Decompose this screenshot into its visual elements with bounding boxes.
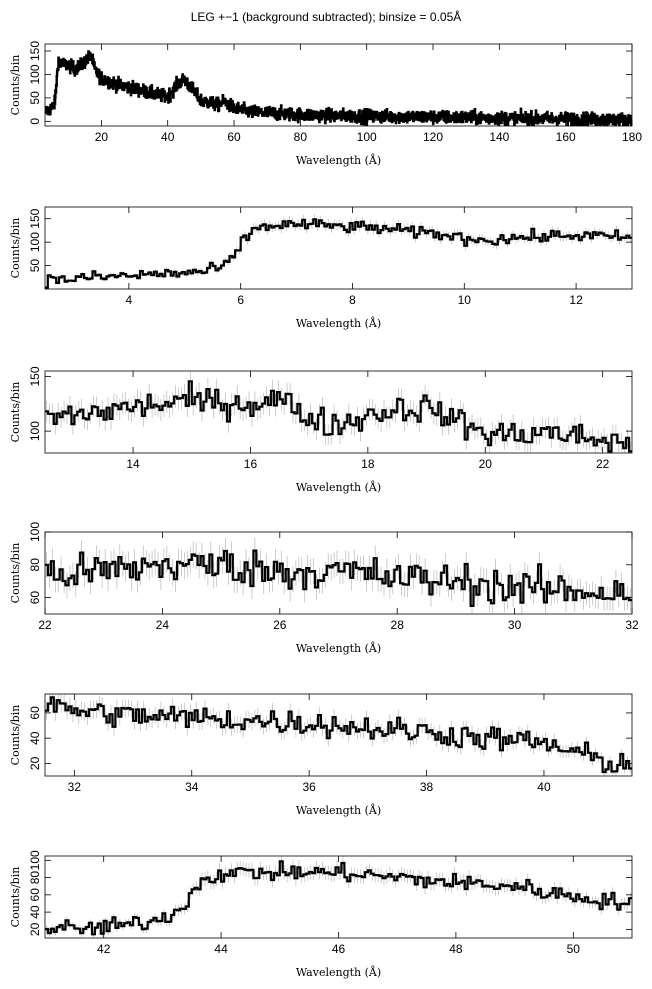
y-tick-label: 100 xyxy=(28,421,42,441)
x-tick-label: 10 xyxy=(458,293,472,307)
x-axis-label: Wavelength (Å) xyxy=(296,803,381,817)
y-tick-label: 20 xyxy=(28,922,42,936)
panel-3: 14 16 18 20 22 100 150 Wavelength (Å) Counts/bin xyxy=(9,366,633,494)
spectrum-line xyxy=(45,380,632,453)
x-tick-label: 18 xyxy=(361,457,375,471)
x-axis-label: Wavelength (Å) xyxy=(296,965,381,979)
plot-frame xyxy=(44,370,633,454)
spectrum-line xyxy=(45,50,632,126)
y-axis-label: Counts/bin xyxy=(9,867,22,928)
y-tick-label: 80 xyxy=(28,558,42,572)
spectrum-series xyxy=(45,371,632,453)
x-tick-label: 4 xyxy=(126,293,133,307)
x-tick-label: 6 xyxy=(237,293,244,307)
panels: 20 40 60 80 100 120 140 160 180050100150Waveleng… xyxy=(9,41,642,979)
x-tick-label: 50 xyxy=(567,942,581,956)
y-tick-label: 150 xyxy=(28,41,42,61)
x-tick-label: 26 xyxy=(273,618,287,632)
x-tick-label: 60 xyxy=(227,130,241,144)
y-axis-label: Counts/bin xyxy=(9,705,22,766)
x-tick-label: 40 xyxy=(537,780,551,794)
y-tick-label: 100 xyxy=(28,522,42,542)
x-tick-label: 46 xyxy=(332,942,346,956)
x-tick-label: 44 xyxy=(214,942,228,956)
panel-5: 32 34 36 38 40 20 40 60 Wavelength (Å) Counts/bin xyxy=(9,693,633,817)
plot-frame xyxy=(44,43,633,127)
x-tick-label: 40 xyxy=(161,130,175,144)
panel-2: 4 6 8 10 12 50 100 150 Wavelength (Å) Counts/bin xyxy=(9,206,633,330)
x-tick-label: 140 xyxy=(489,130,509,144)
spectrum-series xyxy=(45,694,632,776)
x-tick-label: 20 xyxy=(95,130,109,144)
x-tick-label: 22 xyxy=(596,457,610,471)
spectrum-line xyxy=(45,696,632,774)
y-tick-label: 0 xyxy=(28,118,42,125)
x-axis-label: Wavelength (Å) xyxy=(296,316,381,330)
y-axis-label: Counts/bin xyxy=(9,543,22,604)
y-tick-label: 50 xyxy=(28,259,42,273)
x-tick-label: 24 xyxy=(156,618,170,632)
x-tick-label: 12 xyxy=(569,293,583,307)
plot-frame xyxy=(44,206,633,290)
x-tick-label: 160 xyxy=(556,130,576,144)
x-tick-label: 30 xyxy=(508,618,522,632)
spectrum-series xyxy=(45,214,632,289)
x-tick-label: 16 xyxy=(244,457,258,471)
spectrum-line xyxy=(45,549,632,607)
x-tick-label: 34 xyxy=(185,780,199,794)
x-axis-label: Wavelength (Å) xyxy=(296,480,381,494)
y-tick-label: 40 xyxy=(28,905,42,919)
x-tick-label: 20 xyxy=(479,457,493,471)
y-tick-label: 150 xyxy=(28,208,42,228)
y-tick-label: 60 xyxy=(28,888,42,902)
x-tick-label: 14 xyxy=(126,457,140,471)
x-tick-label: 120 xyxy=(423,130,443,144)
y-tick-label: 80 xyxy=(28,871,42,885)
plot-frame xyxy=(44,693,633,777)
y-axis-label: Counts/bin xyxy=(9,55,22,116)
y-tick-label: 60 xyxy=(28,706,42,720)
x-tick-label: 80 xyxy=(294,130,308,144)
x-tick-label: 100 xyxy=(357,130,377,144)
x-axis-label: Wavelength (Å) xyxy=(296,153,381,167)
x-tick-label: 36 xyxy=(302,780,316,794)
x-tick-label: 38 xyxy=(420,780,434,794)
y-tick-label: 40 xyxy=(28,731,42,745)
x-tick-label: 48 xyxy=(449,942,463,956)
x-tick-label: 32 xyxy=(625,618,639,632)
x-tick-label: 22 xyxy=(38,618,52,632)
y-tick-label: 100 xyxy=(28,232,42,252)
y-axis-label: Counts/bin xyxy=(9,218,22,279)
y-tick-label: 60 xyxy=(28,591,42,605)
x-axis-label: Wavelength (Å) xyxy=(296,641,381,655)
x-tick-label: 32 xyxy=(68,780,82,794)
x-tick-label: 180 xyxy=(622,130,642,144)
spectrum-series xyxy=(45,537,632,614)
x-tick-label: 42 xyxy=(97,942,111,956)
y-tick-label: 150 xyxy=(28,366,42,386)
x-tick-label: 8 xyxy=(349,293,356,307)
error-bars xyxy=(46,694,631,776)
spectrum-line xyxy=(45,218,632,289)
error-bars xyxy=(46,371,631,453)
y-tick-label: 100 xyxy=(28,64,42,84)
y-axis-label: Counts/bin xyxy=(9,382,22,443)
spectrum-series xyxy=(45,50,632,126)
spectrum-line xyxy=(45,860,632,936)
spectrum-series xyxy=(45,856,632,938)
y-tick-label: 50 xyxy=(28,91,42,105)
figure-title: LEG +−1 (background subtracted); binsize… xyxy=(191,9,462,24)
plot-frame xyxy=(44,531,633,615)
y-tick-label: 100 xyxy=(28,850,42,870)
x-tick-label: 28 xyxy=(391,618,405,632)
panel-4: 22 24 26 28 30 32 60 80 100 Wavelength (Å) Counts/… xyxy=(9,522,639,655)
panel-1: 20 40 60 80 100 120 140 160 180 0 50 100 150 Waveleng… xyxy=(9,41,642,167)
y-tick-label: 20 xyxy=(28,756,42,770)
